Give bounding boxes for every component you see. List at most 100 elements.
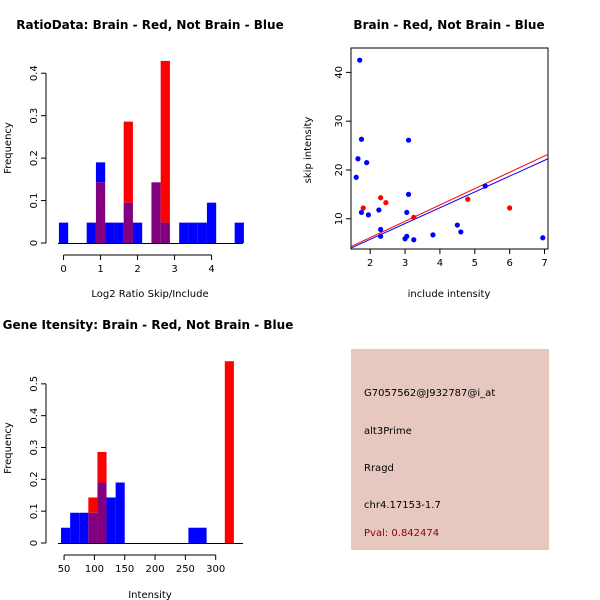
ratio-histogram-x-tick-label: 3: [171, 264, 177, 275]
intensity-histogram-ylabel: Frequency: [3, 422, 14, 474]
scatter-y-tick-label: 30: [334, 115, 345, 128]
intensity-histogram-y-tick-label: 0.2: [29, 471, 40, 487]
not-brain-point: [405, 137, 412, 143]
intensity-histogram-brain-bar: [97, 451, 107, 483]
ratio-histogram-brain-bar: [123, 121, 133, 203]
scatter-y-tick-label: 10: [334, 212, 345, 225]
scatter-y-tick-label: 20: [334, 164, 345, 177]
scatter-x-tick-label: 5: [472, 258, 478, 269]
scatter-points: [353, 57, 546, 243]
ratio-histogram-y-tick-label: 0.1: [29, 193, 40, 209]
intensity-histogram-brain-bar: [224, 361, 234, 543]
intensity-histogram-not-brain-bar: [79, 512, 89, 543]
not-brain-point: [365, 212, 372, 218]
ratio-histogram-not-brain-bar: [86, 222, 96, 243]
not-brain-point: [378, 233, 384, 239]
ratio-histogram-overlap-bar: [95, 182, 106, 243]
not-brain-point: [353, 174, 359, 180]
ratio-histogram-not-brain-bar: [58, 222, 69, 243]
ratio-histogram-y-tick-label: 0.2: [29, 150, 40, 166]
scatter-y-tick-label: 40: [334, 66, 345, 79]
ratio-histogram-panel: RatioData: Brain - Red, Not Brain - Blue…: [3, 18, 284, 300]
probe-id-text: G7057562@J932787@i_at: [364, 388, 495, 399]
ratio-histogram-x-tick-label: 0: [60, 264, 66, 275]
ratio-histogram-not-brain-bar: [234, 222, 244, 243]
intensity-histogram-y-tick-label: 0.1: [29, 503, 40, 519]
intensity-histogram-y-tick-label: 0: [29, 540, 40, 546]
ratio-histogram-x-tick-label: 1: [97, 264, 103, 275]
not-brain-point: [364, 160, 370, 166]
not-brain-point: [376, 207, 382, 213]
ratio-histogram-not-brain-bar: [114, 222, 124, 243]
intensity-histogram-bars: [61, 361, 234, 543]
not-brain-point: [357, 57, 363, 63]
not-brain-point: [378, 226, 384, 233]
ratio-histogram-not-brain-bar: [188, 222, 198, 243]
brain-point: [360, 205, 366, 211]
not-brain-point: [358, 209, 365, 216]
intensity-histogram-axes: 50 100 150 200 250 300 0 0.1 0.2 0.3 0.4 0.5: [29, 376, 243, 575]
intensity-histogram-not-brain-bar: [115, 482, 125, 543]
intensity-histogram-title: Gene Itensity: Brain - Red, Not Brain - …: [3, 318, 294, 332]
scatter-fit-lines: [350, 153, 549, 249]
scatter-x-tick-label: 2: [367, 258, 373, 269]
not-brain-point: [404, 209, 410, 216]
ratio-histogram-y-tick-label: 0.4: [29, 65, 40, 81]
pval-text: Pval: 0.842474: [364, 528, 439, 539]
scatter-xlabel: include intensity: [408, 289, 491, 300]
ratio-histogram-not-brain-bar: [132, 222, 143, 243]
not-brain-point: [355, 156, 361, 162]
intensity-histogram-xlabel: Intensity: [128, 590, 172, 600]
scatter-plot-box: [350, 47, 549, 250]
gene-name-text: Rragd: [364, 463, 394, 474]
info-box-background: [351, 349, 549, 550]
scatter-title: Brain - Red, Not Brain - Blue: [353, 18, 544, 32]
ratio-histogram-overlap-bar: [160, 222, 170, 243]
ratio-histogram-overlap-bar: [151, 182, 161, 243]
ratio-histogram-x-tick-label: 2: [134, 264, 140, 275]
intensity-histogram-brain-bar: [88, 497, 98, 513]
info-panel: G7057562@J932787@i_at alt3Prime Rragd ch…: [351, 349, 549, 550]
brain-point: [507, 205, 513, 211]
brain-point: [411, 214, 417, 220]
brain-point: [383, 200, 389, 206]
intensity-histogram-y-tick-label: 0.3: [29, 440, 40, 456]
intensity-histogram-not-brain-bar: [197, 527, 207, 543]
not-brain-point: [358, 136, 365, 142]
ratio-histogram-title: RatioData: Brain - Red, Not Brain - Blue: [16, 18, 283, 32]
ratio-histogram-not-brain-bar: [105, 222, 115, 243]
not-brain-point: [411, 237, 417, 243]
ratio-histogram-not-brain-bar: [197, 222, 207, 243]
not-brain-point: [482, 183, 488, 189]
not-brain-point: [430, 232, 436, 238]
intensity-histogram-not-brain-bar: [106, 497, 116, 543]
intensity-histogram-x-tick-label: 200: [146, 564, 165, 575]
intensity-histogram-x-tick-label: 150: [115, 564, 134, 575]
intensity-histogram-x-tick-label: 50: [58, 564, 71, 575]
ratio-histogram-ylabel: Frequency: [3, 122, 14, 174]
intensity-histogram-y-tick-label: 0.4: [29, 408, 40, 424]
intensity-histogram-overlap-bar: [97, 482, 107, 543]
ratio-histogram-bars: [58, 60, 244, 243]
event-type-text: alt3Prime: [364, 426, 412, 437]
ratio-histogram-xlabel: Log2 Ratio Skip/Include: [91, 289, 208, 300]
not-brain-point: [454, 222, 460, 228]
brain-point: [378, 195, 384, 201]
not-brain-point: [404, 233, 410, 239]
scatter-x-tick-label: 4: [437, 258, 443, 269]
intensity-histogram-x-tick-label: 250: [176, 564, 195, 575]
ratio-histogram-overlap-bar: [123, 202, 133, 243]
ratio-histogram-brain-bar: [160, 60, 170, 223]
ratio-histogram-not-brain-bar: [95, 162, 106, 183]
not-brain-point: [405, 191, 412, 197]
scatter-x-tick-label: 3: [402, 258, 408, 269]
intensity-histogram-not-brain-bar: [61, 527, 71, 543]
ratio-histogram-y-tick-label: 0: [29, 240, 40, 246]
ratio-histogram-axes: 0 1 2 3 4 0 0.1 0.2 0.3 0.4: [29, 65, 243, 275]
scatter-ylabel: skip intensity: [303, 117, 314, 184]
brain-point: [465, 196, 471, 202]
brain-fit-line: [350, 153, 549, 248]
intensity-histogram-overlap-bar: [88, 512, 98, 543]
scatter-axes: 2 3 4 5 6 7 10 20 30 40: [334, 66, 548, 269]
